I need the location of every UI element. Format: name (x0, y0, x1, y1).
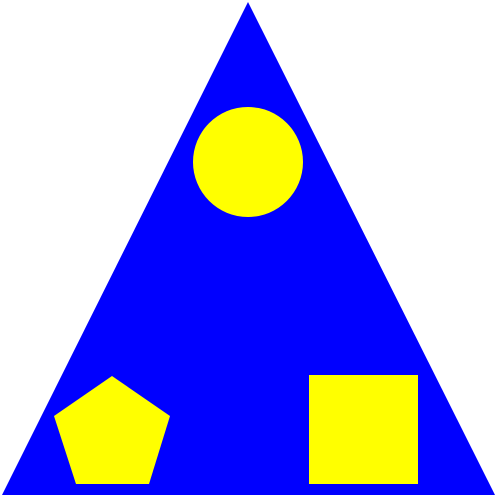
yellow-pentagon (54, 376, 170, 484)
yellow-square (309, 375, 418, 484)
yellow-circle (193, 107, 303, 217)
